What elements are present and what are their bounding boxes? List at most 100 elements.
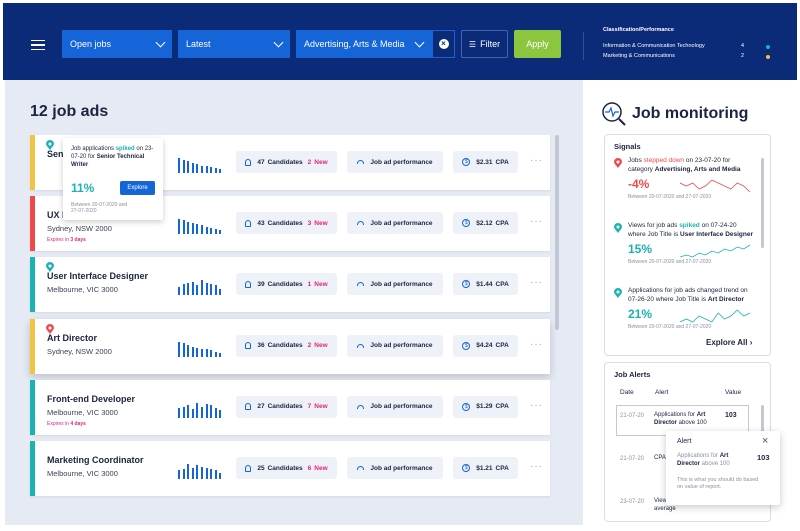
job-card[interactable]: Art Director Sydney, NSW 2000 36 Candidates… bbox=[30, 318, 550, 374]
spark-bar bbox=[210, 350, 213, 357]
new-label: New bbox=[314, 403, 328, 411]
more-menu[interactable]: ··· bbox=[530, 461, 543, 472]
new-count: 1 bbox=[307, 280, 312, 288]
more-menu[interactable]: ··· bbox=[530, 277, 543, 289]
column-header: Value bbox=[725, 389, 742, 396]
spark-bar bbox=[201, 280, 203, 296]
candidates-count: 36 bbox=[257, 342, 265, 350]
performance-pill[interactable]: Job ad performance bbox=[347, 151, 443, 173]
classification-dot bbox=[766, 55, 770, 59]
performance-pill[interactable]: Job ad performance bbox=[347, 273, 443, 296]
cpa-value: $2.12 bbox=[476, 219, 493, 227]
spark-bar bbox=[182, 284, 185, 296]
cpa-label: CPA bbox=[495, 219, 509, 227]
signal-sparkline bbox=[680, 309, 750, 323]
text-part: Jobs bbox=[628, 157, 644, 164]
candidates-pill: 27 Candidates 7 New bbox=[236, 395, 337, 418]
dollar-icon: $ bbox=[462, 280, 471, 289]
filter-button[interactable]: ☰ Filter bbox=[461, 30, 508, 58]
scrollbar[interactable] bbox=[761, 158, 764, 248]
menu-icon[interactable] bbox=[31, 40, 45, 50]
tooltip-range: Between 20-07-2020 and 27-07-2020 bbox=[71, 202, 128, 214]
job-card[interactable]: Marketing Coordinator Melbourne, VIC 3000… bbox=[30, 441, 550, 496]
more-menu[interactable]: ··· bbox=[530, 338, 543, 350]
cpa-value: $1.44 bbox=[476, 280, 493, 288]
job-location: Sydney, NSW 2000 bbox=[47, 224, 112, 234]
explore-all[interactable]: Explore All › bbox=[706, 338, 753, 347]
expires-prefix: Expires in bbox=[47, 237, 69, 244]
explore-all-label: Explore All bbox=[706, 338, 748, 347]
performance-pill[interactable]: Job ad performance bbox=[347, 395, 443, 418]
alert-text: Applications for Art Director above 100 bbox=[654, 411, 716, 427]
spark-bar bbox=[201, 466, 203, 479]
candidates-pill: 36 Candidates 2 New bbox=[236, 334, 337, 357]
spark-bar bbox=[178, 219, 180, 235]
column-header: Date bbox=[620, 389, 634, 396]
dropdown[interactable]: Open jobs bbox=[62, 30, 172, 58]
spark-bar bbox=[214, 229, 217, 235]
apply-button[interactable]: Apply bbox=[514, 30, 561, 58]
dollar-icon: $ bbox=[462, 341, 471, 350]
pin-icon bbox=[46, 140, 54, 150]
job-card[interactable]: User Interface Designer Melbourne, VIC 30… bbox=[30, 257, 550, 313]
cpa-label: CPA bbox=[495, 280, 509, 288]
text-part: on 07-24-20 where Job Title is bbox=[628, 222, 737, 238]
candidates-count: 25 bbox=[257, 464, 265, 472]
text-part: Art Director bbox=[654, 412, 706, 426]
spark-bar bbox=[182, 406, 185, 418]
clear-button[interactable]: × bbox=[432, 30, 455, 58]
text-part: Views for job ads bbox=[628, 222, 680, 229]
more-menu[interactable]: ··· bbox=[530, 399, 543, 411]
spark-bar bbox=[191, 163, 194, 173]
scrollbar[interactable] bbox=[555, 135, 559, 330]
new-count: 2 bbox=[307, 158, 312, 166]
spark-bar bbox=[219, 410, 222, 418]
expires: Expires in 4 days bbox=[47, 421, 86, 427]
sparkline-path bbox=[680, 309, 750, 323]
spark-bar bbox=[196, 285, 199, 296]
job-card[interactable]: Front-end Developer Melbourne, VIC 3000 Ex… bbox=[30, 379, 550, 435]
spark-bar bbox=[191, 467, 194, 479]
cpa-label: CPA bbox=[495, 464, 509, 472]
text-part: Art Director bbox=[707, 296, 744, 303]
candidates-count: 47 bbox=[257, 158, 265, 166]
alerts-title: Job Alerts bbox=[614, 370, 651, 379]
spark-bar bbox=[178, 286, 180, 296]
text-part: spiked bbox=[679, 222, 700, 229]
cpa-label: CPA bbox=[495, 158, 509, 166]
spark-bar bbox=[214, 285, 217, 296]
classification-title: Classification/Performance bbox=[603, 27, 674, 33]
close-button[interactable]: × bbox=[762, 435, 769, 447]
dropdown-label: Latest bbox=[186, 39, 211, 49]
spark-bar bbox=[214, 470, 217, 479]
spark-bar bbox=[191, 222, 194, 235]
spark-bar bbox=[219, 168, 222, 173]
signal-sparkline bbox=[680, 179, 750, 193]
dollar-icon: $ bbox=[462, 219, 471, 228]
job-location: Melbourne, VIC 3000 bbox=[47, 407, 118, 417]
text-part: Applications for job ads changed trend o… bbox=[628, 287, 748, 303]
status-stripe bbox=[30, 318, 35, 374]
spark-bar bbox=[187, 221, 190, 235]
classification-value: 4 bbox=[741, 43, 745, 49]
explore-button[interactable]: Explore bbox=[120, 181, 155, 195]
dropdown[interactable]: Advertising, Arts & Media × bbox=[296, 30, 455, 58]
text-part: Advertising, Arts and Media bbox=[654, 166, 741, 173]
spark-bar bbox=[214, 351, 217, 357]
dropdown[interactable]: Latest bbox=[178, 30, 290, 58]
candidates-pill: 43 Candidates 3 New bbox=[236, 212, 337, 235]
spark-bar bbox=[210, 227, 213, 235]
signal-text: Jobs stepped down on 23-07-20 for catego… bbox=[628, 156, 754, 174]
more-menu[interactable]: ··· bbox=[530, 155, 543, 166]
performance-pill[interactable]: Job ad performance bbox=[347, 457, 443, 479]
expires-days: 3 days bbox=[70, 237, 86, 244]
performance-pill[interactable]: Job ad performance bbox=[347, 212, 443, 235]
dropdown-label: Advertising, Arts & Media bbox=[304, 39, 405, 49]
signal-text: Applications for job ads changed trend o… bbox=[628, 286, 754, 304]
cpa-pill: $ $2.12 CPA bbox=[453, 212, 518, 235]
apply-label: Apply bbox=[526, 39, 549, 49]
user-icon bbox=[245, 158, 252, 166]
more-menu[interactable]: ··· bbox=[530, 216, 543, 228]
spark-bar bbox=[191, 409, 194, 418]
performance-pill[interactable]: Job ad performance bbox=[347, 334, 443, 357]
